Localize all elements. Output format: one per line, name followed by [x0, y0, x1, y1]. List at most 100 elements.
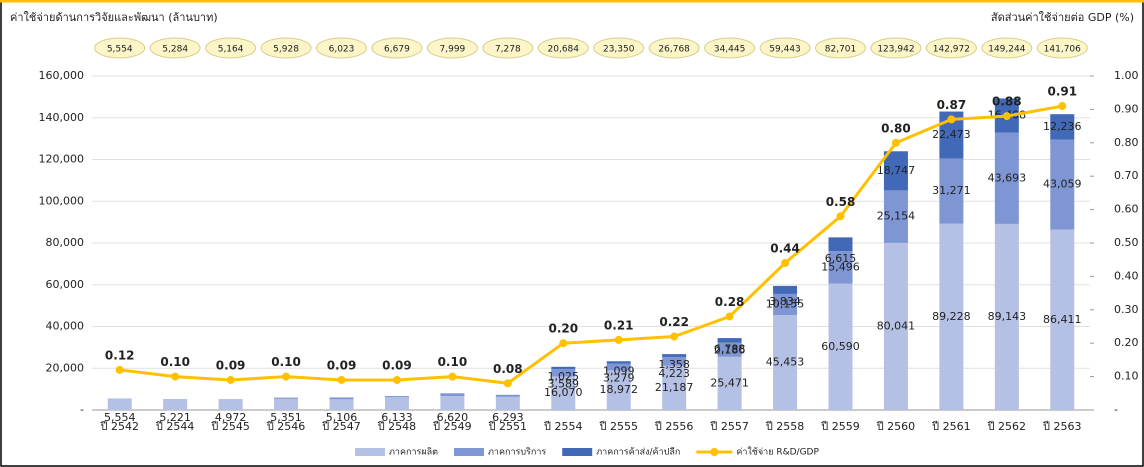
data-label: 6,788 — [714, 343, 746, 356]
data-label: 10,155 — [766, 298, 805, 311]
data-label: 80,041 — [877, 319, 916, 332]
bar-segment — [773, 285, 798, 294]
x-tick-label: ปี 2542 — [99, 420, 139, 433]
line-point — [781, 259, 790, 268]
total-bubble — [94, 37, 146, 59]
line-label: 0.08 — [493, 362, 523, 376]
total-label: 142,972 — [933, 45, 970, 55]
y-tick-label: 120,000 — [39, 153, 85, 166]
bar-segment — [1050, 229, 1075, 410]
bar-segment — [828, 237, 853, 252]
y-tick-label: 20,000 — [46, 361, 85, 374]
y2-tick-label: 0.90 — [1114, 102, 1139, 115]
total-bubble — [205, 37, 257, 59]
data-label: 45,453 — [766, 356, 805, 369]
legend-label: ค่าใช้จ่าย R&D/GDP — [736, 447, 819, 458]
data-label: 43,693 — [988, 171, 1027, 184]
line-label: 0.87 — [937, 98, 967, 112]
bar-segment — [440, 393, 465, 397]
data-label: 4,223 — [658, 367, 690, 380]
total-label: 5,284 — [162, 45, 188, 55]
data-label: 5,106 — [326, 411, 358, 424]
total-label: 6,679 — [384, 45, 410, 55]
total-label: 5,554 — [107, 45, 133, 55]
total-label: 149,244 — [988, 45, 1025, 55]
data-label: 89,143 — [988, 310, 1027, 323]
line-point — [1058, 102, 1067, 111]
line-label: 0.88 — [992, 95, 1022, 109]
total-bubble — [316, 37, 367, 59]
line-point — [171, 372, 180, 381]
total-label: 123,942 — [877, 45, 914, 55]
total-label: 20,684 — [548, 45, 580, 55]
total-bubble — [925, 37, 977, 59]
line-label: 0.09 — [382, 358, 412, 372]
total-label: 5,928 — [273, 45, 299, 55]
legend-point — [710, 448, 719, 456]
y-tick-label: 160,000 — [39, 69, 85, 82]
line-point — [337, 375, 346, 384]
y2-tick-label: 0.10 — [1114, 370, 1139, 383]
total-label: 26,768 — [658, 45, 690, 55]
y2-tick-label: - — [1114, 403, 1118, 416]
x-tick-label: ปี 2556 — [654, 420, 694, 433]
total-label: 59,443 — [769, 45, 801, 55]
bar-segment — [662, 365, 687, 410]
data-label: 1,358 — [658, 358, 690, 371]
y-tick-label: 40,000 — [46, 320, 85, 333]
line-point — [559, 339, 568, 348]
bar-segment — [773, 315, 798, 410]
total-bubble — [537, 37, 589, 59]
line — [119, 104, 1063, 385]
data-label: 5,351 — [270, 411, 302, 424]
bar-segment — [662, 354, 687, 357]
total-bubble — [260, 37, 312, 59]
total-bubble — [870, 37, 922, 59]
line-label: 0.22 — [659, 315, 689, 329]
total-label: 7,999 — [440, 45, 466, 55]
bar-segment — [495, 394, 520, 397]
total-label: 34,445 — [714, 45, 746, 55]
line-label: 0.21 — [604, 318, 634, 332]
x-tick-label: ปี 2544 — [155, 420, 195, 433]
total-bubble — [149, 37, 201, 59]
x-tick-label: ปี 2563 — [1042, 420, 1082, 433]
bar-segment — [994, 132, 1019, 224]
data-label: 5,554 — [104, 411, 136, 424]
total-bubble — [815, 37, 866, 59]
x-tick-label: ปี 2549 — [432, 420, 472, 433]
bar-segment — [773, 293, 798, 316]
total-bubble — [371, 37, 423, 59]
y-tick-label: 140,000 — [39, 111, 85, 124]
total-bubble — [426, 37, 478, 59]
y-tick-label: 100,000 — [39, 194, 85, 207]
bar-segment — [883, 151, 908, 191]
bar-segment — [883, 190, 908, 243]
line-label: 0.91 — [1047, 85, 1077, 99]
data-label: 60,590 — [821, 340, 860, 353]
line-point — [282, 372, 291, 381]
bar-segment — [828, 283, 853, 410]
total-bubble — [648, 37, 700, 59]
data-label: 6,615 — [825, 252, 857, 265]
data-label: 3,589 — [548, 377, 580, 390]
line-point — [448, 372, 457, 381]
bar-segment — [107, 398, 132, 410]
legend-label: ภาคการบริการ — [488, 447, 546, 458]
line-label: 0.10 — [438, 355, 468, 369]
total-bubble — [704, 37, 756, 59]
bar-segment — [440, 396, 465, 410]
legend-label: ภาคการค้าส่ง/ค้าปลีก — [596, 447, 680, 458]
x-tick-label: ปี 2548 — [377, 420, 417, 433]
data-label: 1,099 — [603, 365, 635, 378]
data-label: 25,471 — [710, 376, 749, 389]
data-label: 4,972 — [215, 411, 247, 424]
bar-segment — [606, 361, 631, 364]
x-tick-label: ปี 2551 — [487, 420, 527, 433]
legend-label: ภาคการผลิต — [389, 447, 438, 458]
bar-segment — [883, 242, 908, 410]
legend-swatch — [562, 448, 593, 456]
x-tick-label: ปี 2562 — [986, 420, 1026, 433]
line-point — [115, 365, 124, 374]
